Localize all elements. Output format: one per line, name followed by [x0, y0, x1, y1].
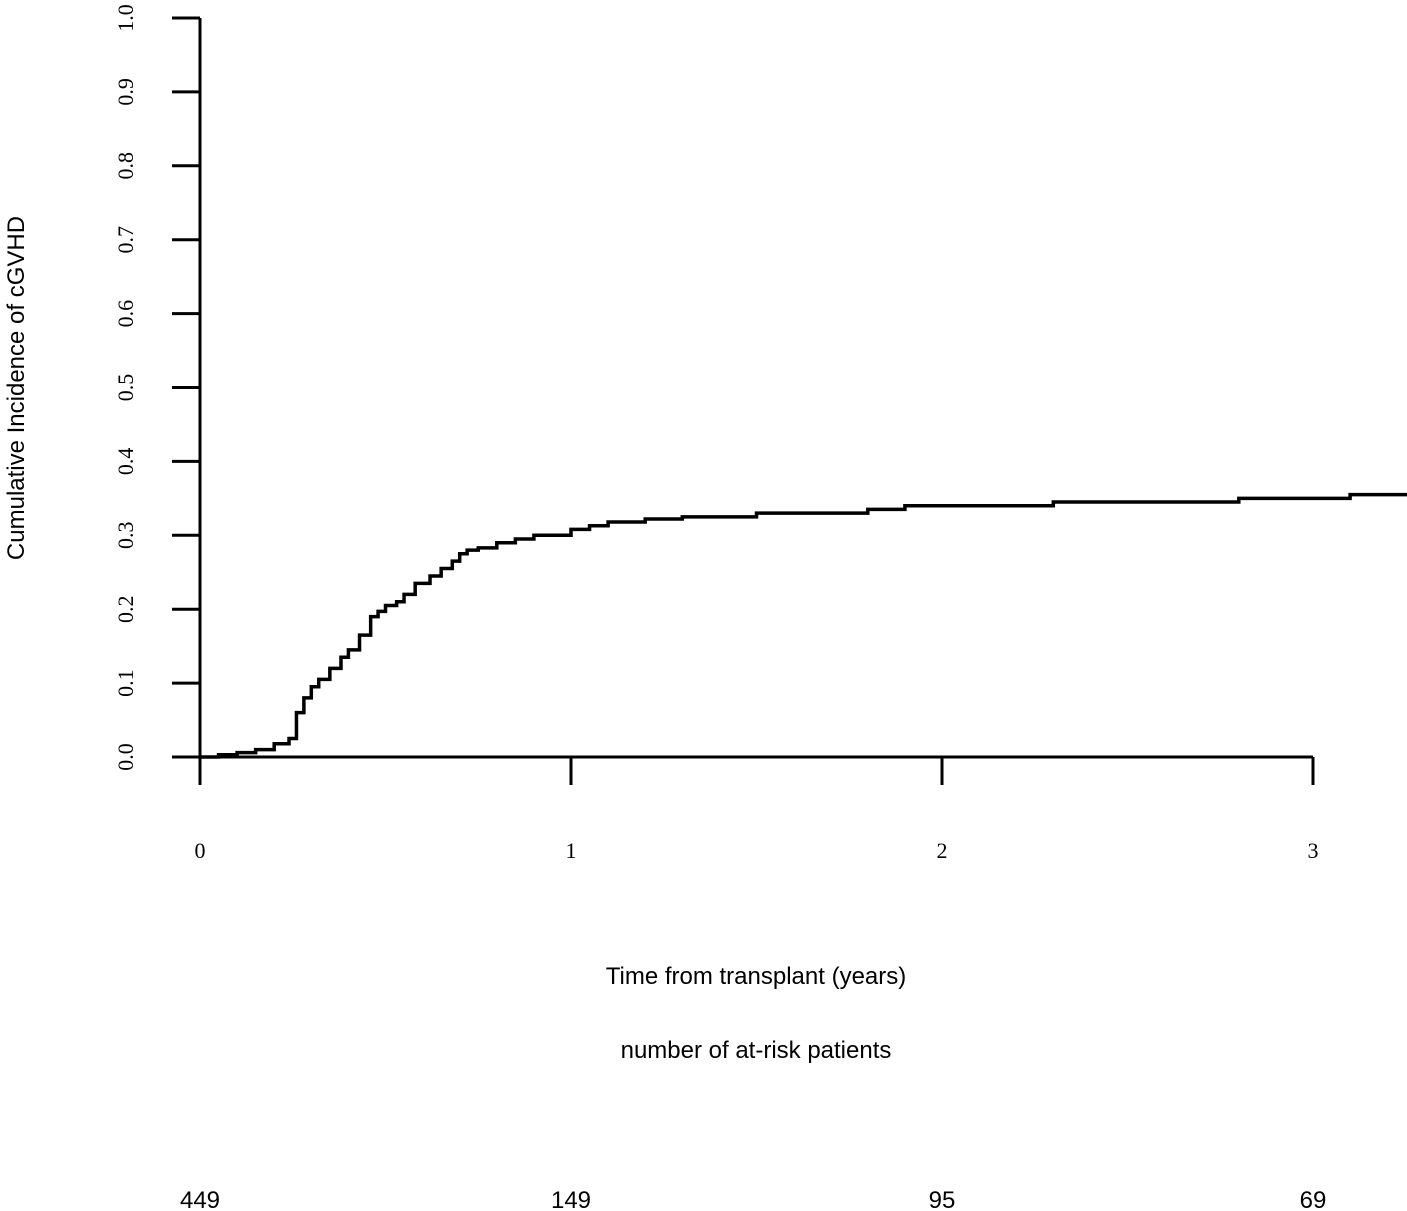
at-risk-value: 95 — [929, 1187, 956, 1211]
x-tick-label: 2 — [937, 838, 948, 863]
at-risk-value: 149 — [551, 1187, 591, 1211]
at-risk-title: number of at-risk patients — [621, 1037, 892, 1064]
series-line-0 — [200, 492, 1407, 759]
y-tick-label: 0.4 — [113, 448, 138, 476]
at-risk-table: 449 149 95 69 — [180, 1187, 1326, 1211]
y-axis: 0.0 0.1 0.2 0.3 0.4 0.5 0.6 0.7 0.8 0.9 1.0 — [113, 4, 202, 771]
y-tick-label: 0.2 — [113, 595, 138, 623]
x-tick-label: 1 — [566, 838, 577, 863]
at-risk-value: 69 — [1300, 1187, 1327, 1211]
y-tick-label: 0.1 — [113, 669, 138, 697]
series-layer — [200, 492, 1407, 759]
y-tick-label: 0.6 — [113, 300, 138, 328]
x-tick-label: 0 — [195, 838, 206, 863]
x-axis-title: Time from transplant (years) — [606, 963, 907, 990]
y-tick-label: 0.8 — [113, 152, 138, 180]
y-tick-label: 0.9 — [113, 78, 138, 106]
y-tick-label: 0.5 — [113, 374, 138, 402]
y-axis-title: Cumulative Incidence of cGVHD — [3, 216, 30, 560]
y-tick-label: 0.7 — [113, 226, 138, 254]
y-tick-label: 0.0 — [113, 743, 138, 771]
x-tick-label: 3 — [1308, 838, 1319, 863]
x-axis: 0 1 2 3 — [195, 755, 1319, 863]
y-tick-label: 1.0 — [113, 4, 138, 32]
at-risk-value: 449 — [180, 1187, 220, 1211]
y-tick-label: 0.3 — [113, 522, 138, 550]
